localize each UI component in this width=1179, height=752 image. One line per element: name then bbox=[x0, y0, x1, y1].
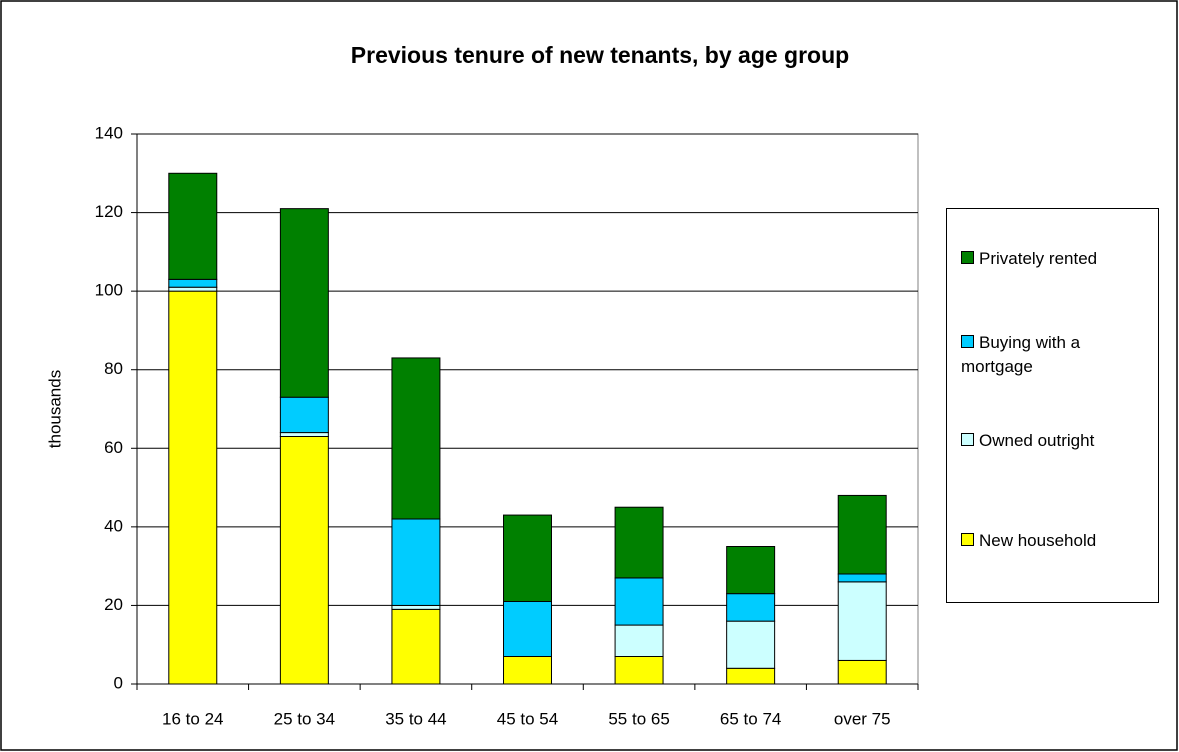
bar-segment bbox=[279, 436, 329, 685]
bar-segment bbox=[614, 624, 664, 657]
bar-segment bbox=[391, 604, 441, 610]
bar-segment bbox=[168, 290, 218, 685]
x-tick-label: 25 to 34 bbox=[274, 709, 335, 728]
bar-segment bbox=[391, 608, 441, 685]
legend-label: New household bbox=[979, 531, 1097, 550]
x-tick-label: 55 to 65 bbox=[608, 709, 669, 728]
x-tick-label: 35 to 44 bbox=[385, 709, 446, 728]
bar-segment bbox=[168, 172, 218, 280]
y-tick-label: 120 bbox=[95, 202, 123, 221]
legend-label: Buying with a mortgage bbox=[961, 333, 1081, 376]
legend-item: Buying with a mortgage bbox=[961, 331, 1146, 379]
bar-segment bbox=[726, 546, 776, 595]
y-tick-label: 40 bbox=[104, 516, 123, 535]
bar-segment bbox=[726, 593, 776, 622]
bar-segment bbox=[168, 278, 218, 288]
legend-label: Owned outright bbox=[979, 431, 1095, 450]
y-tick-label: 20 bbox=[104, 595, 123, 614]
bar-segment bbox=[279, 208, 329, 398]
legend-item: Owned outright bbox=[961, 429, 1146, 453]
bar-segment bbox=[391, 357, 441, 520]
bar-segment bbox=[503, 656, 552, 685]
legend-item: New household bbox=[961, 529, 1146, 553]
x-tick-label: over 75 bbox=[834, 709, 891, 728]
bar-segment bbox=[837, 494, 887, 575]
y-tick-label: 60 bbox=[104, 438, 123, 457]
bar-segment bbox=[503, 514, 552, 602]
chart-title: Previous tenure of new tenants, by age g… bbox=[351, 42, 849, 68]
bar-segment bbox=[503, 601, 552, 657]
legend-swatch bbox=[961, 433, 974, 446]
bar-segment bbox=[726, 667, 776, 685]
y-tick-label: 0 bbox=[114, 673, 123, 692]
y-tick-label: 140 bbox=[95, 123, 123, 142]
bar-segment bbox=[837, 581, 887, 661]
legend-swatch bbox=[961, 533, 974, 546]
bar-segment bbox=[837, 659, 887, 685]
legend: Privately rented Buying with a mortgage Ow… bbox=[946, 208, 1159, 603]
bar-segment bbox=[279, 396, 329, 434]
bar-segment bbox=[726, 620, 776, 669]
legend-item: Privately rented bbox=[961, 247, 1146, 271]
legend-label: Privately rented bbox=[979, 249, 1098, 268]
legend-swatch bbox=[961, 251, 974, 264]
x-tick-label: 65 to 74 bbox=[720, 709, 781, 728]
legend-swatch bbox=[961, 335, 974, 348]
bar-segment bbox=[614, 506, 664, 579]
bar-segment bbox=[614, 577, 664, 626]
x-tick-label: 45 to 54 bbox=[497, 709, 558, 728]
x-tick-label: 16 to 24 bbox=[162, 709, 223, 728]
bar-segment bbox=[391, 518, 441, 606]
bar-segment bbox=[837, 573, 887, 583]
y-tick-label: 100 bbox=[95, 281, 123, 300]
bar-segment bbox=[279, 432, 329, 438]
bar-segment bbox=[168, 286, 218, 292]
y-axis-label: thousands bbox=[45, 370, 64, 448]
bar-segment bbox=[614, 656, 664, 685]
y-tick-label: 80 bbox=[104, 359, 123, 378]
